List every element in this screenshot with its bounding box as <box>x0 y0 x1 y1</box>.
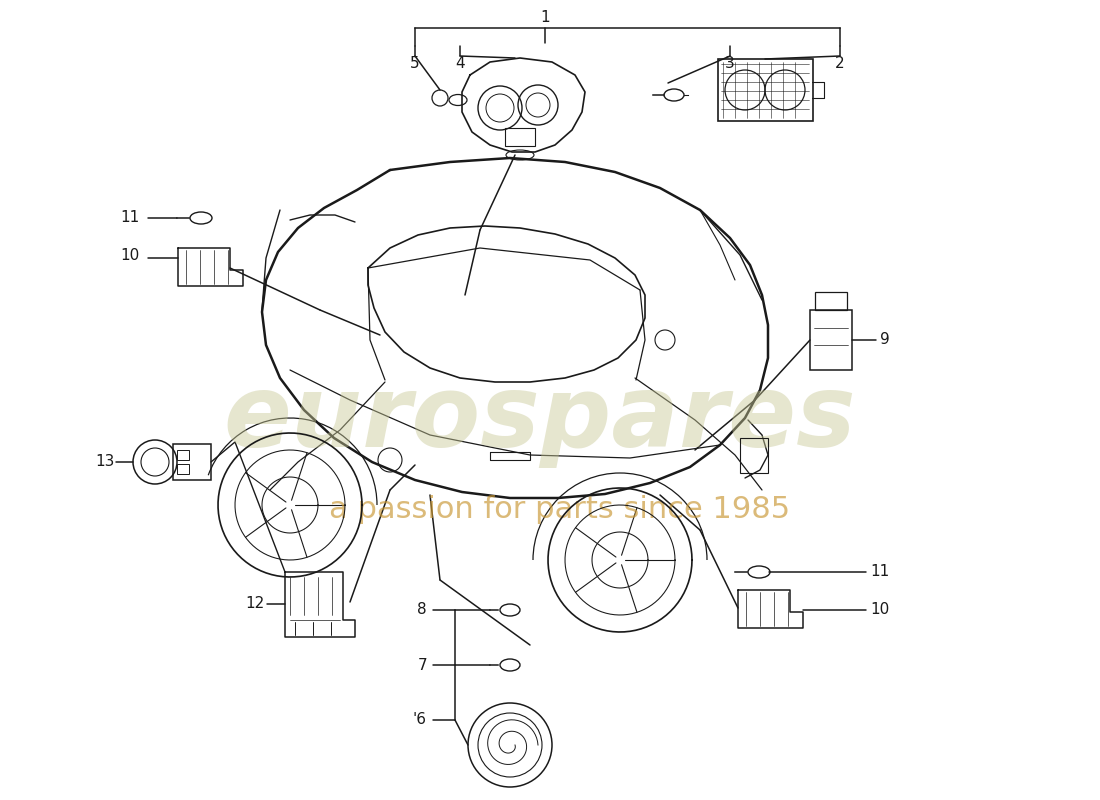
Text: 11: 11 <box>870 565 889 579</box>
Text: a passion for parts since 1985: a passion for parts since 1985 <box>329 495 791 525</box>
Text: 10: 10 <box>870 602 889 618</box>
Text: 4: 4 <box>455 55 465 70</box>
Text: 8: 8 <box>417 602 427 618</box>
Text: 7: 7 <box>417 658 427 673</box>
Text: 13: 13 <box>95 454 114 470</box>
Text: 3: 3 <box>725 55 735 70</box>
Text: 2: 2 <box>835 55 845 70</box>
Text: 10: 10 <box>120 249 140 263</box>
Text: 11: 11 <box>120 210 140 226</box>
Text: eurospares: eurospares <box>223 371 856 469</box>
Text: 9: 9 <box>880 333 890 347</box>
Text: 1: 1 <box>540 10 550 26</box>
Text: 5: 5 <box>410 55 420 70</box>
Text: 12: 12 <box>245 597 265 611</box>
Text: '6: '6 <box>412 713 427 727</box>
